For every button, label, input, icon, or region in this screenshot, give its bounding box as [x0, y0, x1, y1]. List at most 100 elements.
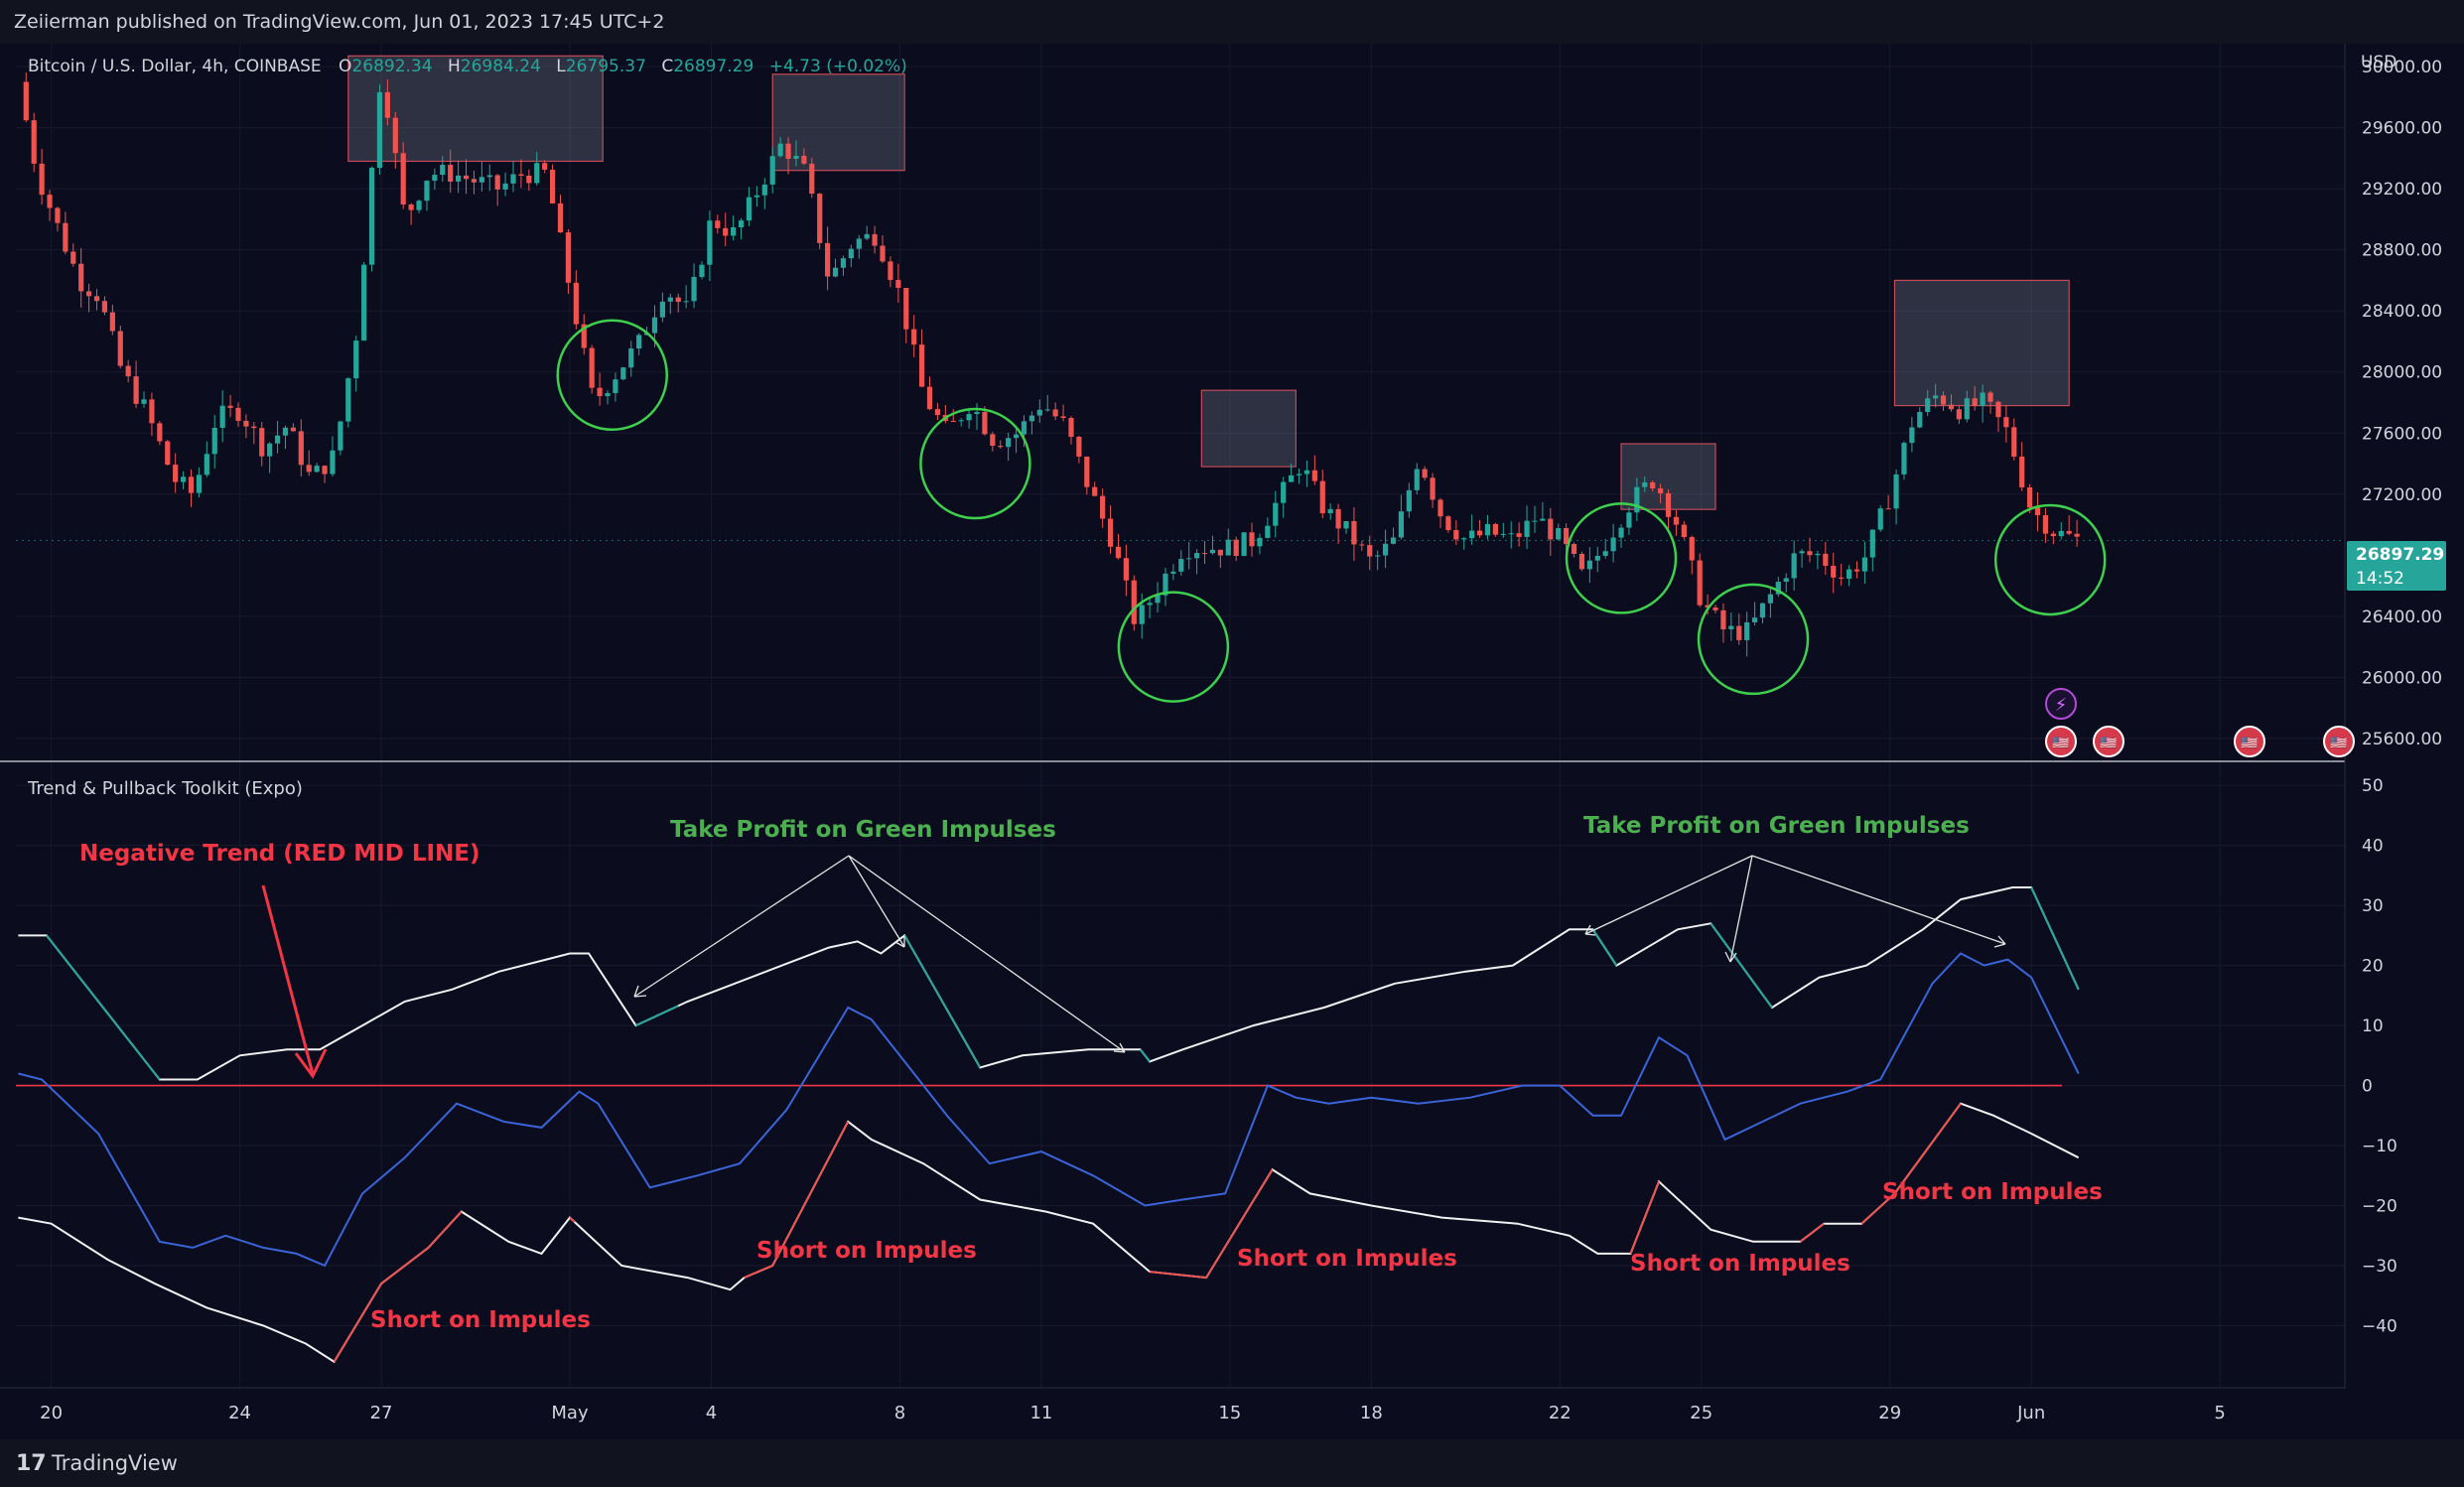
- price-axis-ticks[interactable]: 30000.00 29600.00 29200.00 28800.00 28400.00…: [2362, 58, 2442, 749]
- us-flag-icon[interactable]: [2234, 726, 2265, 757]
- candle-body: [1508, 533, 1514, 535]
- candle-body: [832, 267, 839, 277]
- indicator-tick-label: −30: [2362, 1257, 2397, 1277]
- candle-body: [400, 153, 406, 204]
- candle-body: [1068, 418, 1074, 438]
- candle-body: [1799, 551, 1805, 554]
- candle-body: [1578, 553, 1585, 570]
- candle-body: [746, 197, 753, 221]
- candle-body: [1956, 409, 1962, 420]
- candle-body: [1634, 486, 1640, 513]
- candle-body: [361, 264, 367, 341]
- event-badges[interactable]: ⚡ 🇺🇸 🇺🇸 🇺🇸 🇺🇸: [2045, 688, 2355, 757]
- time-tick-label: Jun: [2016, 1403, 2045, 1423]
- indicator-title[interactable]: Trend & Pullback Toolkit (Expo): [27, 778, 303, 799]
- candle-body: [911, 329, 917, 345]
- candle-body: [589, 347, 595, 388]
- publisher-line: Zeiierman published on TradingView.com, …: [14, 11, 665, 33]
- open-label: O: [339, 57, 351, 76]
- candle-body: [1163, 573, 1168, 596]
- candle-body: [2050, 533, 2056, 537]
- candle-body: [1327, 508, 1333, 514]
- candle-body: [1492, 523, 1498, 535]
- candle-body: [432, 175, 438, 182]
- candle-body: [384, 91, 390, 118]
- candle-body: [1382, 543, 1389, 556]
- candle-body: [141, 399, 147, 404]
- indicator-axis-ticks[interactable]: 50 40 30 20 10 0 −10 −20 −30 −40: [2362, 776, 2397, 1336]
- candle-body: [1532, 520, 1538, 522]
- symbol-legend[interactable]: Bitcoin / U.S. Dollar, 4h, COINBASE O268…: [28, 57, 907, 76]
- candle-body: [274, 435, 281, 444]
- candle-body: [1556, 527, 1562, 540]
- candle-body: [557, 203, 564, 233]
- candle-body: [2042, 515, 2049, 534]
- candle-body: [1571, 544, 1577, 554]
- candle-body: [1650, 481, 1656, 489]
- time-axis-ticks[interactable]: 20 24 27 May 4 8 11 15 18 22 25 29 Jun 5: [40, 1403, 2226, 1423]
- candle-body: [298, 431, 304, 466]
- lightning-badge: ⚡: [2055, 695, 2068, 716]
- candle-body: [926, 386, 933, 410]
- candle-body: [180, 476, 187, 482]
- open-value: 26892.34: [351, 57, 432, 76]
- candle-body: [825, 242, 831, 277]
- candle-body: [2003, 417, 2009, 428]
- candle-body: [1131, 580, 1137, 624]
- low-value: 26795.37: [566, 57, 646, 76]
- us-flag-icon[interactable]: [2093, 726, 2124, 757]
- short-label-4: Short on Impules: [1630, 1251, 1850, 1277]
- candle-body: [1225, 539, 1231, 556]
- chart-canvas[interactable]: USD 30000.00 29600.00 29200.00 28800.00 2840…: [0, 44, 2464, 1439]
- countdown-timer: 14:52: [2356, 569, 2404, 589]
- candle-body: [2074, 533, 2080, 537]
- candle-body: [1995, 401, 2001, 418]
- candle-body: [376, 91, 383, 169]
- price-tick-label: 28400.00: [2362, 302, 2442, 322]
- candle-body: [1540, 518, 1546, 521]
- candle-body: [1044, 409, 1050, 411]
- candle-body: [2027, 487, 2033, 508]
- candle-body: [1265, 525, 1271, 538]
- tradingview-brand[interactable]: TradingView: [52, 1451, 178, 1475]
- candle-body: [290, 427, 296, 432]
- candle-body: [1618, 527, 1624, 538]
- candle-body: [306, 465, 312, 473]
- candle-body: [1367, 545, 1373, 557]
- candle-body: [23, 81, 29, 121]
- candle-body: [895, 280, 901, 289]
- candle-body: [1736, 625, 1742, 640]
- candle-body: [793, 155, 799, 159]
- short-label-5: Short on Impules: [1882, 1179, 2103, 1205]
- candle-body: [534, 163, 540, 184]
- candle-body: [1673, 516, 1680, 525]
- us-flag-icon[interactable]: [2323, 726, 2355, 757]
- candle-body: [1877, 508, 1883, 530]
- candle-body: [1186, 558, 1192, 560]
- us-flag-icon[interactable]: [2045, 726, 2077, 757]
- negative-trend-label: Negative Trend (RED MID LINE): [79, 841, 480, 867]
- candle-body: [1783, 578, 1789, 583]
- lightning-icon[interactable]: [2045, 688, 2077, 720]
- candle-body: [667, 297, 673, 302]
- candle-body: [211, 427, 217, 455]
- candle-body: [408, 203, 414, 210]
- candle-body: [817, 194, 823, 243]
- upper-green-impulse: [1591, 928, 1618, 967]
- candle-body: [1823, 553, 1829, 566]
- candle-body: [982, 412, 988, 435]
- tradingview-logo-icon[interactable]: 17: [16, 1451, 47, 1476]
- price-tick-label: 26000.00: [2362, 668, 2442, 688]
- price-tick-label: 25600.00: [2362, 730, 2442, 749]
- candle-body: [1964, 398, 1970, 420]
- high-value: 26984.24: [461, 57, 541, 76]
- candle-body: [109, 312, 115, 332]
- candle-body: [2019, 457, 2025, 488]
- candle-body: [392, 117, 398, 154]
- candle-body: [1052, 409, 1058, 417]
- candle-body: [368, 168, 375, 265]
- candle-body: [1100, 495, 1106, 519]
- price-tick-label: 29600.00: [2362, 119, 2442, 139]
- candle-body: [880, 245, 886, 262]
- candle-body: [1893, 473, 1899, 509]
